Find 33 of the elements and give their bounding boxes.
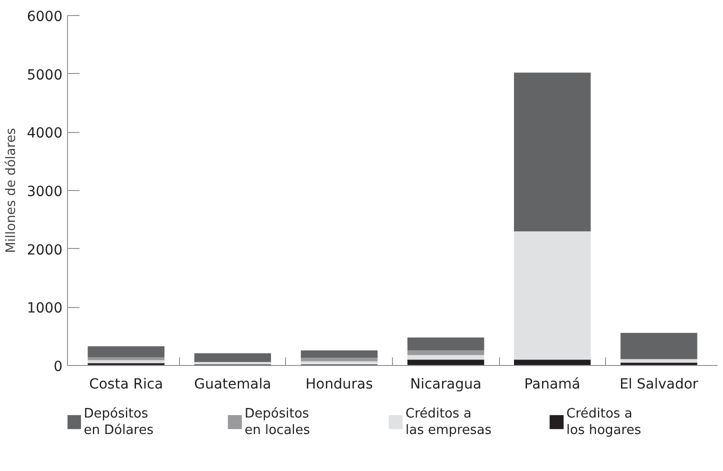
legend-label: Depósitos en Dólares xyxy=(84,406,154,438)
x-tick-label: Costa Rica xyxy=(89,376,164,392)
bar xyxy=(514,360,591,366)
bar xyxy=(620,332,698,360)
y-tick-label: 3000 xyxy=(26,184,63,200)
x-tick-label: Honduras xyxy=(306,376,373,392)
bar xyxy=(88,357,164,360)
bar xyxy=(194,353,272,362)
legend-label: Créditos a los hogares xyxy=(566,406,642,438)
bar xyxy=(300,350,378,358)
bar xyxy=(300,358,378,362)
bar xyxy=(407,350,484,355)
bar xyxy=(620,359,698,363)
x-tick-label: El Salvador xyxy=(620,376,698,392)
y-tick-label: 5000 xyxy=(26,67,63,84)
legend-label: Créditos a las empresas xyxy=(406,406,492,438)
y-tick-label: 4000 xyxy=(26,126,63,142)
legend-label: Depósitos en locales xyxy=(244,406,310,438)
bar xyxy=(300,361,378,364)
bar xyxy=(514,72,591,232)
y-tick-label: 1000 xyxy=(26,300,63,317)
x-tick-label: Panamá xyxy=(524,376,580,392)
y-tick-label: 0 xyxy=(54,359,63,375)
x-tick-label: Guatemala xyxy=(194,376,272,392)
y-tick-label: 2000 xyxy=(26,242,63,258)
bar xyxy=(514,231,591,360)
x-tick-label: Nicaragua xyxy=(410,376,482,392)
y-axis-title: Millones de dólares xyxy=(4,128,19,254)
bar xyxy=(407,360,484,366)
y-tick-label: 6000 xyxy=(26,9,63,25)
bar xyxy=(407,338,484,350)
bar xyxy=(407,355,484,360)
bar xyxy=(88,346,164,358)
